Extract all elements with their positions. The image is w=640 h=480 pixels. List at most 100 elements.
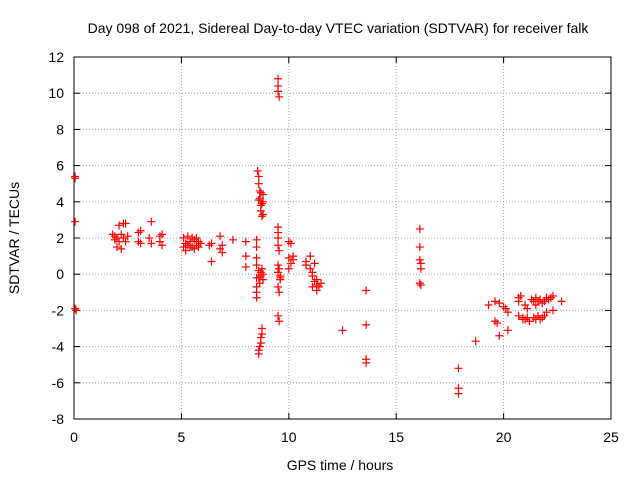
data-point: [158, 230, 167, 239]
x-tick-label: 20: [496, 429, 512, 445]
data-point: [274, 234, 283, 242]
data-point: [179, 234, 188, 242]
data-point: [71, 217, 80, 226]
y-tick-label: 4: [56, 194, 64, 210]
data-point: [503, 308, 512, 317]
data-point: [274, 74, 283, 83]
data-point: [112, 243, 121, 252]
x-tick-label: 0: [70, 429, 78, 445]
data-point: [71, 304, 80, 313]
data-point: [275, 288, 284, 297]
data-point: [415, 279, 424, 288]
x-tick-label: 5: [178, 429, 186, 445]
data-point: [257, 212, 266, 221]
data-point: [286, 259, 295, 268]
y-axis-label: SDTVAR / TECUs: [6, 182, 22, 294]
data-point: [274, 241, 283, 250]
data-point: [115, 221, 124, 230]
data-point: [284, 253, 293, 262]
data-point: [181, 246, 190, 255]
y-tick-label: 0: [56, 266, 64, 282]
data-point: [542, 308, 551, 317]
data-point: [540, 297, 549, 306]
data-point: [495, 299, 504, 308]
data-point: [218, 241, 227, 250]
data-point: [121, 219, 130, 228]
data-point: [521, 315, 530, 324]
data-point: [256, 188, 265, 197]
data-point: [503, 326, 512, 335]
data-point: [254, 273, 263, 282]
data-point: [218, 248, 227, 257]
x-tick-label: 25: [603, 429, 619, 445]
data-point: [306, 252, 315, 261]
data-point: [523, 304, 532, 313]
data-point: [274, 268, 283, 277]
data-point: [253, 167, 262, 176]
data-point: [275, 92, 284, 101]
data-point: [256, 206, 265, 215]
data-point: [557, 297, 566, 306]
data-point: [312, 286, 321, 295]
data-point: [514, 311, 523, 320]
data-point: [255, 342, 264, 351]
data-point: [274, 261, 283, 270]
data-point: [308, 272, 317, 281]
data-point: [275, 317, 284, 326]
data-point: [228, 235, 237, 244]
data-point: [256, 268, 265, 277]
y-tick-label: 2: [56, 230, 64, 246]
data-point: [514, 297, 523, 306]
data-point: [72, 306, 81, 315]
data-point: [546, 293, 555, 302]
data-point: [259, 275, 268, 284]
data-point: [536, 315, 545, 324]
data-points: [71, 74, 566, 398]
data-point: [310, 277, 319, 286]
data-point: [252, 293, 261, 302]
data-point: [274, 87, 283, 96]
data-point: [121, 237, 130, 246]
data-point: [241, 237, 250, 246]
data-point: [317, 279, 326, 288]
data-point: [275, 264, 284, 273]
data-point: [544, 295, 553, 304]
data-point: [147, 217, 156, 226]
data-point: [536, 295, 545, 304]
data-point: [207, 257, 216, 266]
data-point: [196, 239, 205, 248]
data-point: [190, 235, 199, 244]
data-point: [284, 237, 293, 246]
data-point: [540, 311, 549, 320]
data-point: [284, 264, 293, 273]
data-point: [549, 291, 558, 300]
data-point: [252, 243, 261, 252]
data-point: [521, 300, 530, 309]
data-point: [538, 313, 547, 322]
data-point: [254, 179, 263, 188]
data-point: [123, 232, 132, 241]
data-point: [207, 239, 216, 248]
data-point: [216, 244, 225, 253]
x-axis-label: GPS time / hours: [287, 457, 394, 473]
data-point: [205, 241, 214, 250]
axis-ticks: 0 5 10 15 20 25 -8 -6 -4 -2 0 2 4 6 8 10 12: [48, 49, 619, 445]
data-point: [183, 232, 192, 241]
data-point: [493, 319, 502, 328]
chart-title: Day 098 of 2021, Sidereal Day-to-day VTE…: [88, 20, 590, 36]
data-point: [416, 281, 425, 290]
data-point: [155, 237, 164, 246]
data-point: [415, 255, 424, 264]
data-point: [525, 317, 534, 326]
data-point: [216, 232, 225, 241]
data-point: [254, 172, 263, 181]
data-point: [108, 230, 117, 239]
data-point: [147, 239, 156, 248]
y-tick-label: 10: [48, 85, 64, 101]
data-point: [257, 264, 266, 273]
data-point: [454, 389, 463, 398]
data-point: [286, 239, 295, 248]
data-point: [491, 297, 500, 306]
data-point: [252, 261, 261, 270]
data-point: [256, 333, 265, 342]
